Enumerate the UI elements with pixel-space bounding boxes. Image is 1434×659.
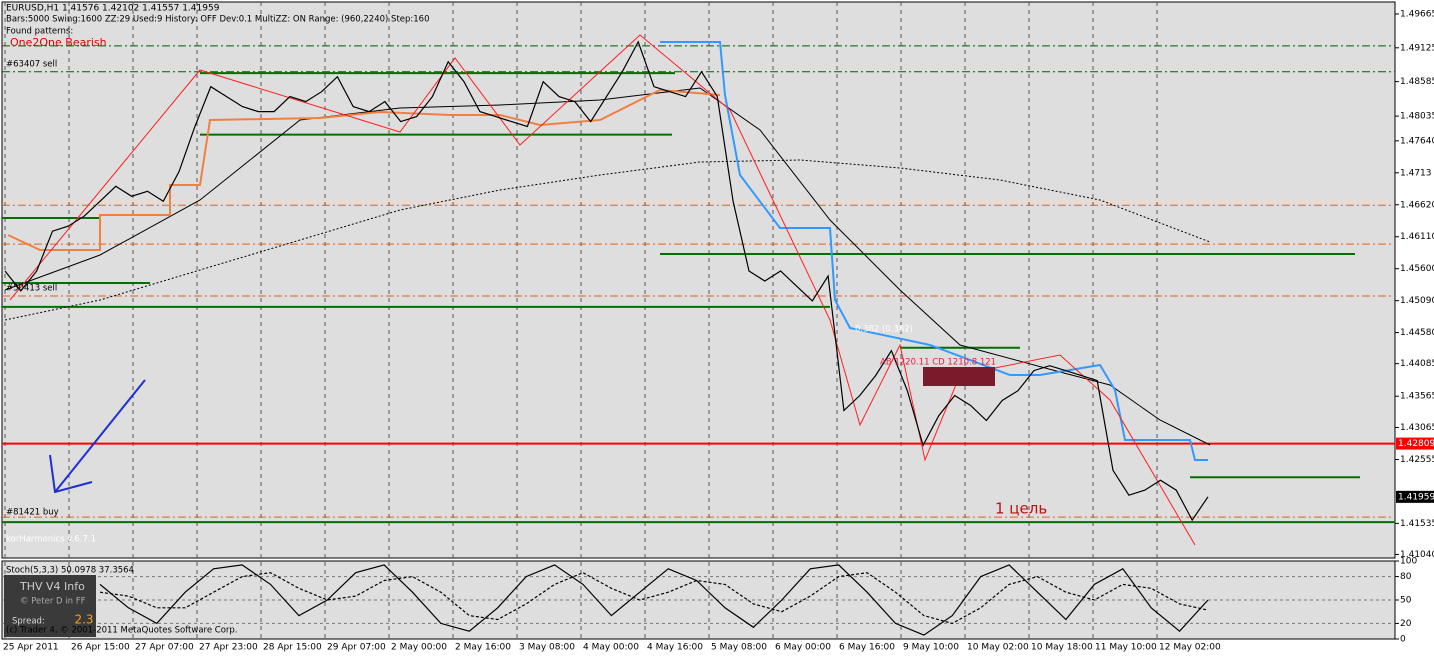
price-line [4, 40, 1209, 522]
y-tick-label: 1.41040 [1400, 550, 1434, 560]
target-label: 1 цель [995, 500, 1047, 518]
trail-blue [660, 41, 1208, 461]
patterns-label: Found patterns: [6, 27, 73, 37]
stoch-title: Stoch(5,3,3) 50.0978 37.3564 [6, 566, 134, 576]
y-tick-label: 1.43565 [1400, 392, 1434, 402]
settings: Bars:5000 Swing:1600 ZZ:29 Used:9 Histor… [6, 15, 430, 25]
price-label-box [1396, 437, 1434, 450]
x-tick-label: 2 May 16:00 [455, 643, 511, 653]
y-tick-label: 80 [1400, 572, 1412, 582]
x-tick-label: 12 May 02:00 [1159, 643, 1221, 653]
stoch-line [99, 564, 1209, 636]
y-tick-label: 1.48035 [1400, 112, 1434, 122]
info-author: © Peter D in FF [20, 597, 86, 607]
annotation: #63407 sell [6, 60, 57, 70]
annotation: #81421 buy [6, 508, 59, 518]
spread-value: 2.3 [74, 613, 93, 627]
moving-average [4, 87, 1211, 446]
y-tick-label: 1.42555 [1400, 455, 1434, 465]
x-tick-label: 28 Apr 15:00 [263, 643, 322, 653]
y-tick-label: 1.41535 [1400, 519, 1434, 529]
y-tick-label: 1.4713 [1400, 168, 1432, 178]
annotation: korHarmonics v.6.7.1 [6, 535, 96, 545]
y-tick-label: 1.47640 [1400, 136, 1434, 146]
price-label-box [1396, 490, 1434, 503]
annotation: AB 1220.11 CD 1210.8 121 [880, 358, 996, 368]
marks [4, 40, 1209, 636]
y-tick-label: 1.46620 [1400, 200, 1434, 210]
x-tick-label: 2 May 00:00 [391, 643, 447, 653]
x-tick-label: 26 Apr 15:00 [71, 643, 130, 653]
arrow [54, 379, 146, 493]
x-tick-label: 3 May 08:00 [519, 643, 575, 653]
y-tick-label: 1.48585 [1400, 77, 1434, 87]
main-pane [1, 1, 1396, 559]
moving-average-slow [4, 159, 1211, 321]
price-label: 1.41959 [1398, 492, 1434, 502]
x-tick-label: 6 May 00:00 [775, 643, 831, 653]
spread-label: Spread: [12, 617, 45, 627]
y-tick-label: 0 [1400, 635, 1406, 645]
y-tick-label: 1.45600 [1400, 264, 1434, 274]
zigzag [9, 34, 1196, 546]
y-tick-label: 1.45090 [1400, 296, 1434, 306]
x-tick-label: 4 May 16:00 [647, 643, 703, 653]
info-title: THV V4 Info [19, 580, 85, 593]
x-tick-label: 10 May 18:00 [1031, 643, 1093, 653]
x-tick-label: 29 Apr 07:00 [327, 643, 386, 653]
annotation: 0.382 (0.382) [855, 325, 913, 335]
copyright: (c) Trader 4, © 2001-2011 MetaQuotes Sof… [6, 626, 238, 636]
x-tick-label: 5 May 08:00 [711, 643, 767, 653]
arrow-head [49, 454, 93, 494]
y-tick-label: 1.43065 [1400, 423, 1434, 433]
pattern: One2One Bearish [10, 36, 107, 49]
y-tick-label: 1.44085 [1400, 359, 1434, 369]
y-tick-label: 1.49125 [1400, 43, 1434, 53]
x-tick-label: 11 May 10:00 [1095, 643, 1157, 653]
y-tick-label: 100 [1400, 557, 1417, 567]
annotation: #50413 sell [6, 284, 57, 294]
levels: 1.42809 1.41959 [2, 45, 1434, 524]
x-tick-label: 9 May 10:00 [903, 643, 959, 653]
stoch-line [99, 572, 1209, 625]
y-tick-label: 20 [1400, 619, 1412, 629]
y-tick-label: 1.44580 [1400, 328, 1434, 338]
y-tick-label: 1.49665 [1400, 9, 1434, 19]
info-box [4, 575, 96, 637]
y-tick-label: 1.46110 [1400, 232, 1434, 242]
x-tick-label: 27 Apr 07:00 [135, 643, 194, 653]
x-tick-label: 27 Apr 23:00 [199, 643, 258, 653]
price-label: 1.42809 [1398, 439, 1434, 449]
pattern-box [923, 367, 995, 386]
symbol-header: EURUSD,H1 1.41576 1.42102 1.41557 1.4195… [6, 4, 220, 14]
trail-orange [7, 88, 721, 251]
x-tick-label: 4 May 00:00 [583, 643, 639, 653]
x-tick-label: 6 May 16:00 [839, 643, 895, 653]
y-tick-label: 50 [1400, 596, 1412, 606]
x-tick-label: 25 Apr 2011 [3, 643, 59, 653]
x-tick-label: 10 May 02:00 [967, 643, 1029, 653]
